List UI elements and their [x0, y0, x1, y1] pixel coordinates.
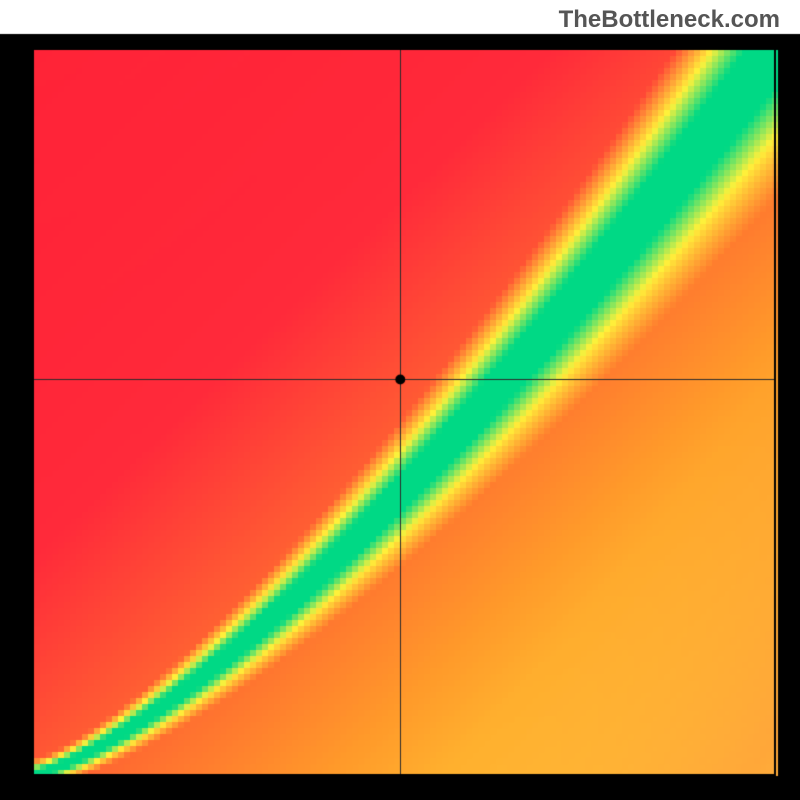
- bottleneck-heatmap-canvas: [0, 0, 800, 800]
- watermark-text: TheBottleneck.com: [559, 6, 780, 34]
- chart-container: TheBottleneck.com: [0, 0, 800, 800]
